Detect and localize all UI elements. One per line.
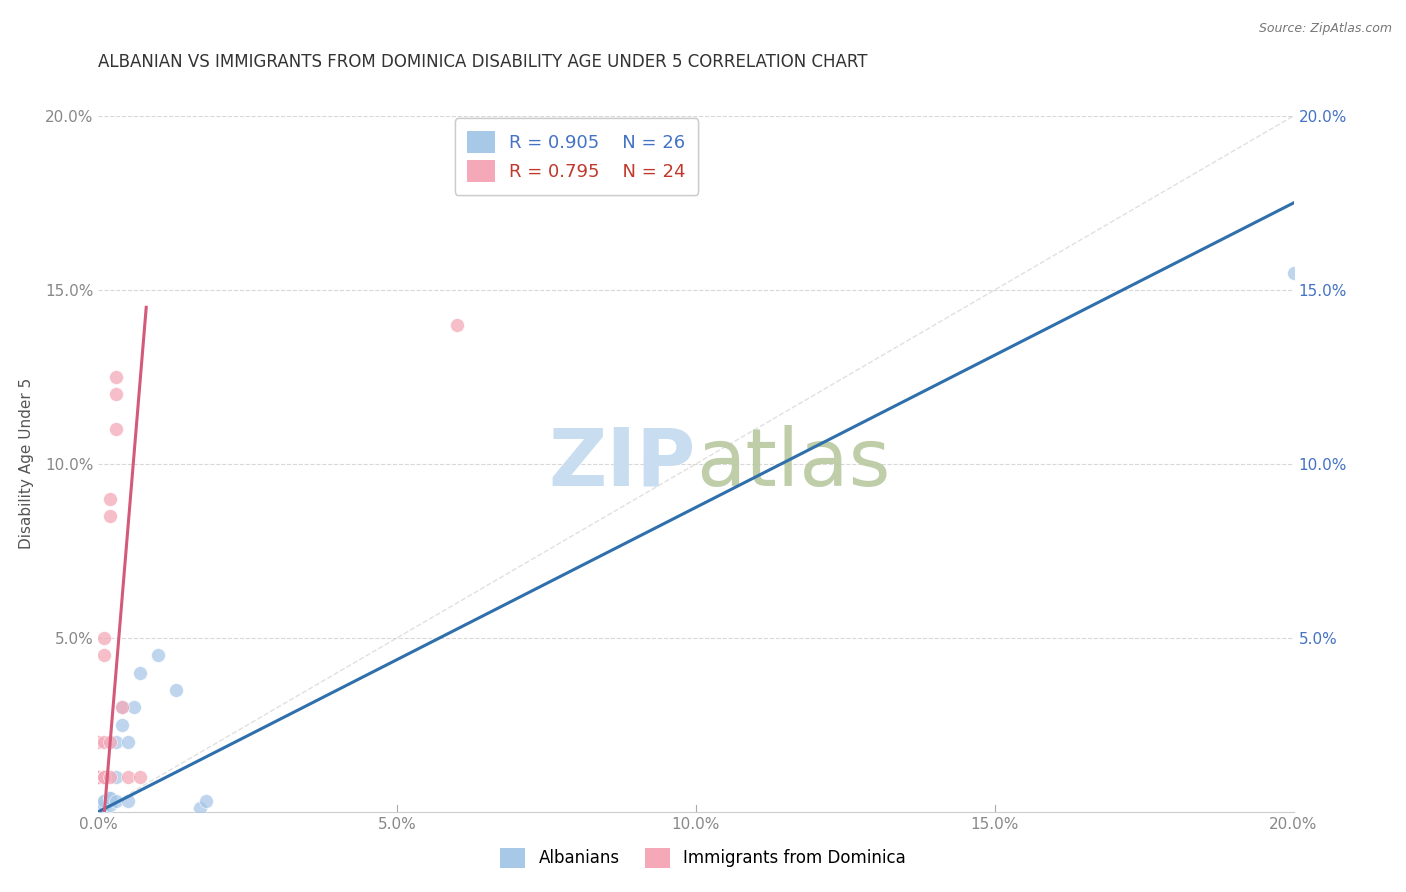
Point bbox=[111, 700, 134, 714]
Point bbox=[124, 700, 146, 714]
Legend: Albanians, Immigrants from Dominica: Albanians, Immigrants from Dominica bbox=[494, 841, 912, 875]
Point bbox=[87, 770, 110, 784]
Point bbox=[93, 770, 115, 784]
Point bbox=[100, 797, 122, 812]
Point bbox=[93, 631, 115, 645]
Point bbox=[87, 770, 110, 784]
Point bbox=[111, 700, 134, 714]
Y-axis label: Disability Age Under 5: Disability Age Under 5 bbox=[20, 378, 34, 549]
Text: atlas: atlas bbox=[696, 425, 890, 503]
Point bbox=[93, 770, 115, 784]
Point bbox=[100, 790, 122, 805]
Point bbox=[117, 770, 139, 784]
Point bbox=[105, 369, 128, 384]
Point bbox=[87, 735, 110, 749]
Point bbox=[117, 735, 139, 749]
Point bbox=[105, 735, 128, 749]
Point bbox=[188, 801, 211, 815]
Text: ZIP: ZIP bbox=[548, 425, 696, 503]
Point bbox=[93, 794, 115, 808]
Point bbox=[93, 801, 115, 815]
Point bbox=[87, 770, 110, 784]
Point bbox=[93, 770, 115, 784]
Point bbox=[93, 797, 115, 812]
Point bbox=[195, 794, 218, 808]
Text: ALBANIAN VS IMMIGRANTS FROM DOMINICA DISABILITY AGE UNDER 5 CORRELATION CHART: ALBANIAN VS IMMIGRANTS FROM DOMINICA DIS… bbox=[98, 54, 868, 71]
Point bbox=[93, 770, 115, 784]
Point bbox=[100, 508, 122, 523]
Point bbox=[87, 805, 110, 819]
Point bbox=[1282, 266, 1305, 280]
Point bbox=[105, 387, 128, 401]
Point bbox=[93, 797, 115, 812]
Point bbox=[87, 797, 110, 812]
Point bbox=[87, 801, 110, 815]
Point bbox=[129, 770, 152, 784]
Legend: R = 0.905    N = 26, R = 0.795    N = 24: R = 0.905 N = 26, R = 0.795 N = 24 bbox=[454, 118, 699, 194]
Point bbox=[100, 735, 122, 749]
Point bbox=[105, 770, 128, 784]
Point bbox=[100, 794, 122, 808]
Point bbox=[111, 717, 134, 731]
Point bbox=[105, 794, 128, 808]
Text: Source: ZipAtlas.com: Source: ZipAtlas.com bbox=[1258, 22, 1392, 36]
Point bbox=[446, 318, 468, 332]
Point bbox=[129, 665, 152, 680]
Point bbox=[100, 790, 122, 805]
Point bbox=[105, 422, 128, 436]
Point bbox=[100, 770, 122, 784]
Point bbox=[93, 770, 115, 784]
Point bbox=[117, 794, 139, 808]
Point bbox=[148, 648, 170, 662]
Point bbox=[165, 683, 187, 698]
Point bbox=[100, 491, 122, 506]
Point bbox=[93, 794, 115, 808]
Point bbox=[87, 770, 110, 784]
Point bbox=[93, 648, 115, 662]
Point bbox=[93, 735, 115, 749]
